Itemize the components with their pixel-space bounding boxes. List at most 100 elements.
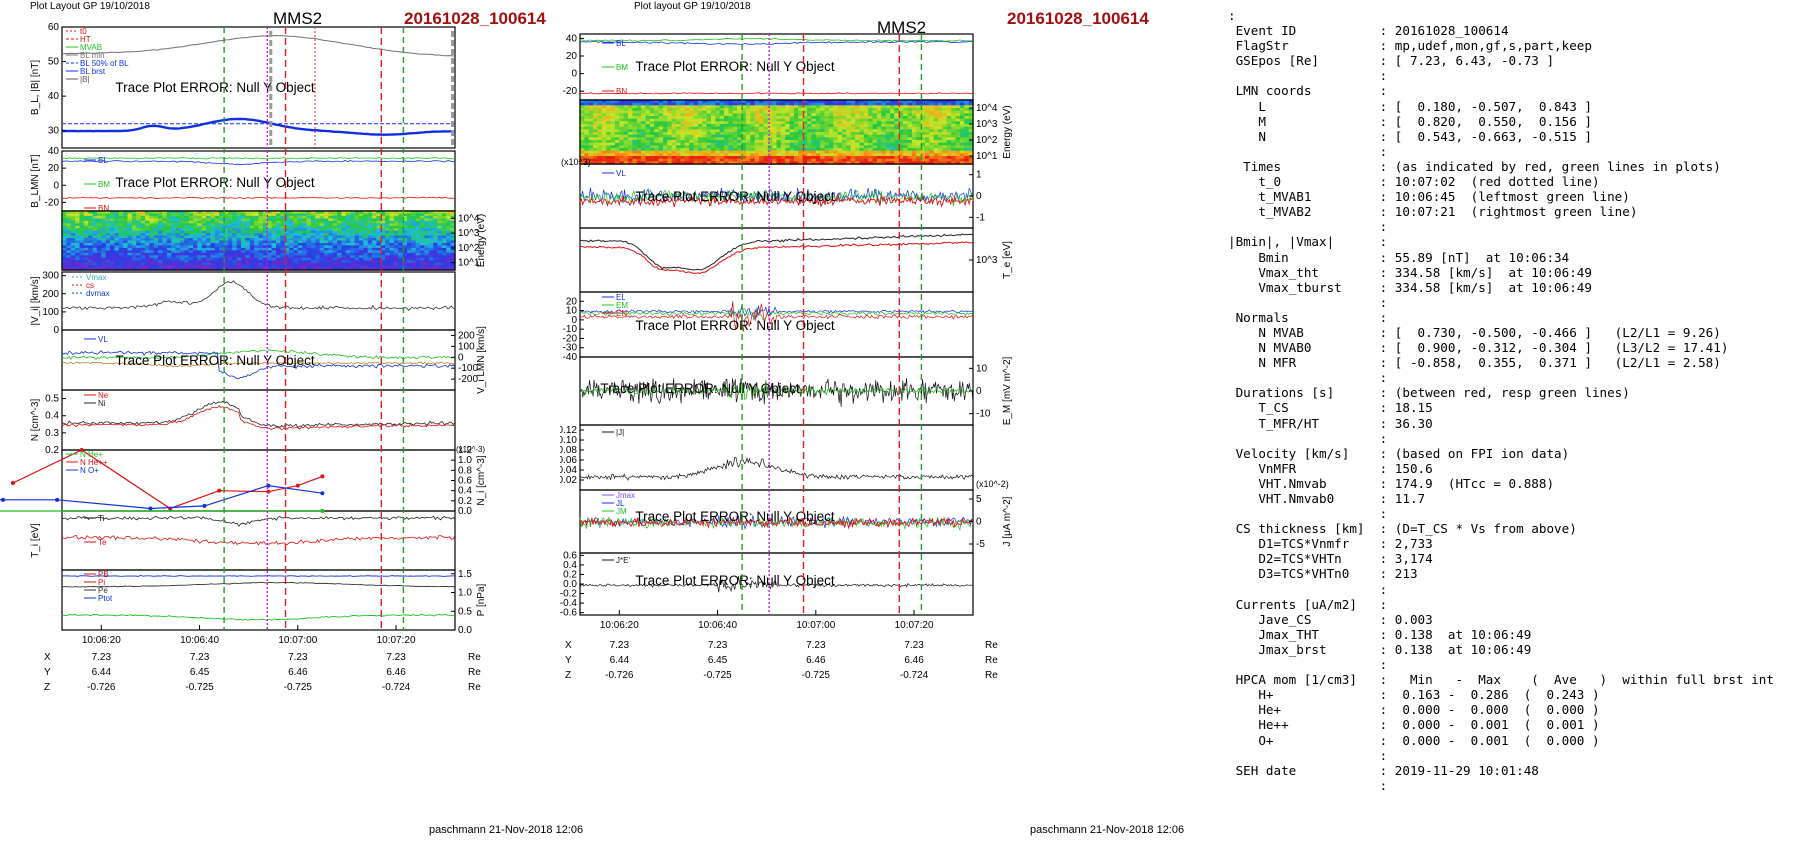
left-p1-y-tick-label: 30 (48, 126, 60, 137)
left-p3-y-tick-label: 10^3 (458, 228, 480, 239)
right-p5-el-line (579, 304, 974, 319)
left-p2-y-tick-label: 0 (53, 180, 59, 191)
left-p5-vl-line (61, 349, 456, 380)
right-p7-y-tick-label: 0.08 (560, 445, 577, 456)
left-p4-y-tick-label: 0 (53, 325, 59, 336)
right-p8-y-tick-label: 5 (976, 494, 982, 505)
left-p9-y-tick-label: 1.0 (458, 588, 472, 599)
left-time-axis-tick-label: 10:06:40 (180, 635, 219, 646)
right-p8-legend-entry: JM (616, 507, 627, 516)
info-line: : (1228, 506, 1388, 522)
left-p5-vn-line (61, 361, 456, 368)
right-p1-bm-line (579, 37, 974, 42)
left-ephemeris-unit: Re (468, 652, 481, 663)
info-line: : (1228, 777, 1388, 793)
info-line: : (1228, 68, 1388, 84)
left-p4-vi-line (62, 280, 456, 311)
info-line: : (1228, 143, 1388, 159)
left-p2-legend-entry: BN (98, 204, 109, 213)
right-ephemeris-value: -0.724 (900, 670, 929, 681)
info-line: N : [ 0.543, -0.663, -0.515 ] (1228, 128, 1592, 144)
info-line: N MVAB : [ 0.730, -0.500, -0.466 ] (L2/L… (1228, 324, 1721, 340)
left-p7-point (320, 474, 325, 479)
left-p9-ptot-line (62, 575, 456, 577)
info-line: LMN coords : (1228, 83, 1388, 99)
left-p7-scale-label: (x10^-3) (456, 445, 485, 454)
right-p8-legend-entry: JL (616, 499, 625, 508)
left-panel-6-frame (61, 389, 456, 451)
left-p5-ylabel: V_i LMN [km/s] (476, 326, 487, 394)
right-ephemeris-unit: Re (985, 655, 998, 666)
right-p9-y-tick-label: -0.2 (560, 589, 577, 600)
left-p2-bl-line (61, 160, 456, 165)
right-p5-legend-entry: EM (616, 301, 628, 310)
left-p8-ti-line (61, 515, 456, 527)
left-p5-y-tick-label: -100 (458, 363, 478, 374)
left-p6-y-tick-label: 0.5 (45, 394, 59, 405)
right-ephemeris-value: 6.45 (708, 655, 728, 666)
left-ephemeris-value: 7.23 (288, 652, 308, 663)
right-p5-y-tick-label: 0 (571, 315, 577, 326)
left-ephemeris-value: -0.725 (185, 682, 214, 693)
right-p7-jmag-line (579, 456, 974, 481)
left-p6-ne-line (61, 405, 456, 431)
right-p9-y-tick-label: -0.4 (560, 598, 577, 609)
right-ephemeris-value: 7.23 (708, 640, 728, 651)
left-p1-legend-entry: |B| (80, 75, 90, 84)
left-p6-ni-line (61, 400, 456, 429)
info-line: SEH date : 2019-11-29 10:01:48 (1228, 762, 1539, 778)
left-p1-y-tick-label: 60 (48, 22, 60, 33)
right-p5-em-line (579, 307, 974, 321)
info-line: t_MVAB2 : 10:07:21 (rightmost green line… (1228, 204, 1638, 220)
right-ephemeris-value: 6.46 (904, 655, 924, 666)
left-p6-y-tick-label: 0.2 (45, 445, 59, 456)
info-line: D1=TCS*Vnmfr : 2,733 (1228, 536, 1433, 552)
right-panel-4-frame (579, 227, 974, 293)
left-p1-error-text: Trace Plot ERROR: Null Y Object (115, 80, 315, 95)
left-p2-y-tick-label: -20 (45, 197, 60, 208)
left-p8-ylabel: T_i [eV] (30, 523, 41, 558)
right-p7-y-tick-label: 0.02 (560, 475, 577, 486)
left-p7-point (295, 483, 300, 488)
info-line: N MFR : [ -0.858, 0.355, 0.371 ] (L2/L1 … (1228, 355, 1721, 371)
right-time-axis-tick-label: 10:07:00 (796, 620, 835, 631)
left-p3-y-tick-label: 10^4 (458, 213, 480, 224)
info-line: T_CS : 18.15 (1228, 400, 1433, 416)
right-p3-y-tick-label: 1 (976, 170, 982, 181)
right-ephemeris-value: 6.44 (610, 655, 630, 666)
right-panel-7-frame (579, 424, 974, 491)
left-ephemeris-value: 6.45 (190, 667, 210, 678)
right-p1-legend-entry: BL (616, 39, 626, 48)
right-p2-spectrogram (580, 100, 974, 165)
right-p2-y-tick-label: 10^1 (976, 151, 998, 162)
right-p3-y-tick-label: -1 (976, 212, 985, 223)
info-line: Event ID : 20161028_100614 (1228, 23, 1509, 39)
right-p9-error-text: Trace Plot ERROR: Null Y Object (635, 573, 835, 588)
right-p3-y-tick-label: 0 (976, 191, 982, 202)
left-ephemeris-axis-label: X (44, 652, 51, 663)
right-p9-legend-entry: J*E' (616, 556, 630, 565)
left-p6-legend-entry: Ne (98, 391, 109, 400)
left-ephemeris-value: -0.724 (382, 682, 411, 693)
left-p9-y-tick-label: 0.0 (458, 625, 472, 636)
info-line: : (1228, 8, 1236, 23)
right-p3-vm-line (579, 188, 974, 207)
left-ephemeris-axis-label: Z (44, 682, 50, 693)
right-p5-error-text: Trace Plot ERROR: Null Y Object (635, 318, 835, 333)
info-line: T_MFR/HT : 36.30 (1228, 415, 1433, 431)
right-event-title: 20161028_100614 (1007, 9, 1149, 28)
right-p5-en-line (579, 301, 974, 333)
left-p5-y-tick-label: 0 (458, 352, 464, 363)
info-line: He++ : 0.000 - 0.001 ( 0.001 ) (1228, 717, 1600, 733)
left-p1-ylabel: B_L, |B| [nT] (30, 60, 41, 115)
left-p4-legend-entry: dvmax (86, 289, 110, 298)
info-line: Jmax_THT : 0.138 at 10:06:49 (1228, 626, 1532, 642)
left-footer-signature: paschmann 21-Nov-2018 12:06 (429, 824, 584, 836)
right-ephemeris-value: 7.23 (610, 640, 630, 651)
right-p1-legend-entry: BN (616, 87, 627, 96)
left-p2-legend-entry: BM (98, 180, 110, 189)
left-p5-y-tick-label: -200 (458, 374, 478, 385)
left-ephemeris-value: 7.23 (92, 652, 112, 663)
right-p7-y-tick-label: 0.12 (560, 425, 577, 436)
left-p7-y-tick-label: 0.0 (458, 506, 472, 517)
